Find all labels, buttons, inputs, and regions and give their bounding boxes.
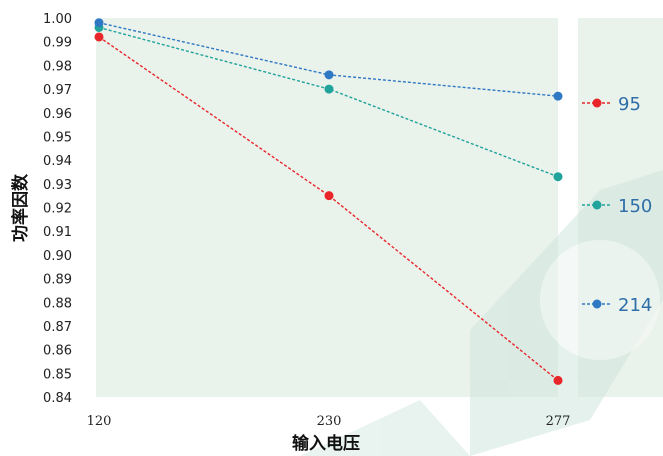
x-tick-label: 230 <box>317 414 342 429</box>
y-tick-label: 0.91 <box>43 225 72 240</box>
data-point-150 <box>324 84 334 94</box>
y-tick-label: 0.99 <box>43 36 72 51</box>
watermark-shape <box>300 170 663 456</box>
y-tick-label: 0.93 <box>43 178 72 193</box>
data-point-150 <box>553 172 563 182</box>
y-tick-label: 1.00 <box>43 12 72 27</box>
y-tick-label: 0.85 <box>43 367 72 382</box>
data-point-95 <box>553 375 563 385</box>
y-tick-label: 0.84 <box>43 391 72 406</box>
x-tick-label: 120 <box>87 414 112 429</box>
y-tick-label: 0.87 <box>43 320 72 335</box>
legend-label-214: 214 <box>618 295 652 316</box>
legend-marker-95 <box>592 98 602 108</box>
series-layer <box>94 18 563 385</box>
legend-label-95: 95 <box>618 94 641 115</box>
y-tick-label: 0.92 <box>43 202 72 217</box>
y-tick-label: 0.89 <box>43 273 72 288</box>
x-axis-ticks: 120 230 277 <box>87 414 571 429</box>
y-tick-label: 0.94 <box>43 154 72 169</box>
y-tick-label: 0.88 <box>43 296 72 311</box>
legend-marker-150 <box>592 200 602 210</box>
data-point-95 <box>324 191 334 201</box>
data-point-214 <box>94 18 104 28</box>
series-line-95 <box>98 36 559 381</box>
y-tick-label: 0.86 <box>43 344 72 359</box>
data-point-95 <box>94 32 104 42</box>
x-axis-title: 输入电压 <box>292 433 360 454</box>
legend-label-150: 150 <box>618 196 652 217</box>
y-axis-title: 功率因数 <box>10 173 31 242</box>
y-tick-label: 0.96 <box>43 107 72 122</box>
legend: 95 150 214 <box>582 94 652 316</box>
data-point-214 <box>324 70 334 80</box>
legend-marker-214 <box>592 299 602 309</box>
x-tick-label: 277 <box>546 414 571 429</box>
y-axis-ticks: 1.00 0.99 0.98 0.97 0.96 0.95 0.94 0.93 0.92 0.91… <box>43 12 72 406</box>
series-line-150 <box>98 26 559 178</box>
y-tick-label: 0.98 <box>43 59 72 74</box>
y-tick-label: 0.95 <box>43 130 72 145</box>
y-tick-label: 0.90 <box>43 249 72 264</box>
data-point-214 <box>553 91 563 101</box>
y-tick-label: 0.97 <box>43 83 72 98</box>
